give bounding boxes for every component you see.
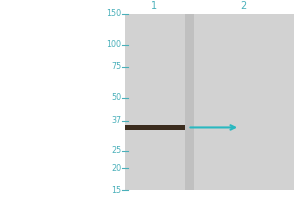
Text: 37: 37 [111,116,122,125]
Text: 1: 1 [152,1,158,11]
Text: 100: 100 [106,40,122,49]
Text: 2: 2 [240,1,246,11]
Text: 150: 150 [106,9,122,18]
Bar [194,14,294,190]
Text: 50: 50 [111,93,122,102]
Bar [124,125,184,130]
Text: 15: 15 [111,186,122,195]
Text: 20: 20 [111,164,122,173]
Text: 75: 75 [111,62,122,71]
Bar [124,14,294,190]
Text: 25: 25 [111,146,122,155]
Bar [124,14,184,190]
